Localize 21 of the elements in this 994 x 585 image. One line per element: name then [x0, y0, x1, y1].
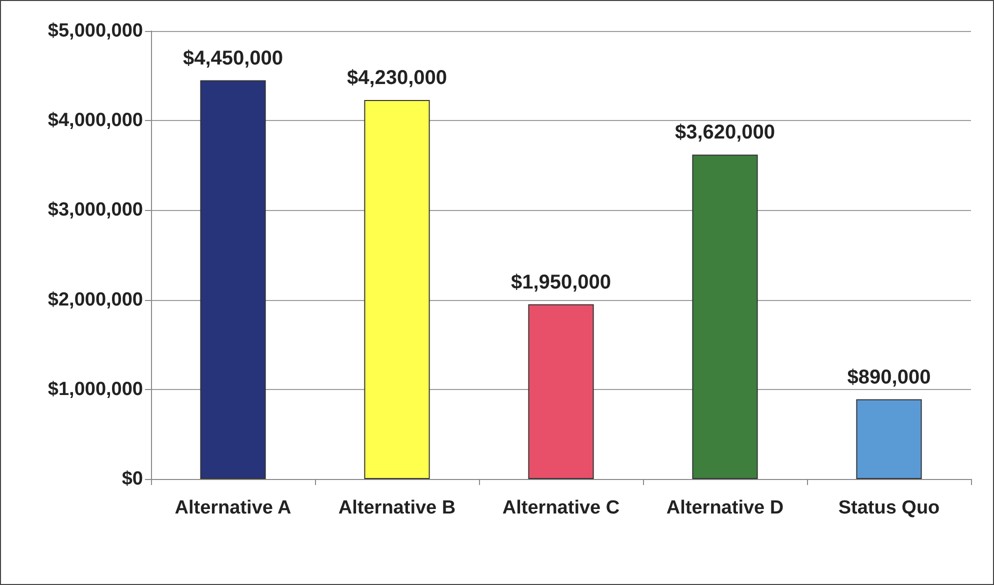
bar	[692, 154, 758, 479]
bar	[364, 100, 430, 479]
x-tick-label: Alternative A	[174, 498, 292, 518]
bar	[528, 304, 594, 479]
y-tick-label: $5,000,000	[48, 20, 143, 42]
data-label: $4,450,000	[182, 47, 284, 70]
data-label: $1,950,000	[510, 271, 612, 294]
bar	[856, 399, 922, 479]
data-label: $3,620,000	[674, 122, 776, 144]
x-tick-label: Alternative C	[502, 498, 620, 518]
y-tick-label: $4,000,000	[48, 110, 143, 132]
y-tick-label: $0	[122, 468, 143, 490]
data-label: $4,230,000	[346, 66, 448, 89]
bar	[200, 80, 266, 479]
y-tick-label: $3,000,000	[48, 200, 143, 221]
x-tick-label: Alternative B	[338, 498, 456, 518]
data-label: $890,000	[847, 366, 931, 388]
y-tick-label: $2,000,000	[48, 289, 143, 310]
x-tick-label: Alternative D	[666, 498, 784, 518]
x-tick-label: Status Quo	[838, 498, 940, 518]
y-tick-label: $1,000,000	[48, 378, 143, 400]
